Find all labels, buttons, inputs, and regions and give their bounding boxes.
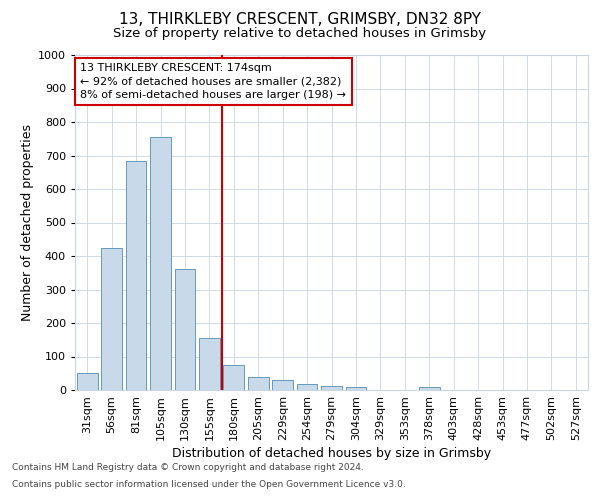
Bar xyxy=(346,388,367,390)
Bar xyxy=(150,137,171,390)
Bar xyxy=(248,376,269,390)
Bar xyxy=(199,338,220,390)
Bar xyxy=(223,365,244,390)
X-axis label: Distribution of detached houses by size in Grimsby: Distribution of detached houses by size … xyxy=(172,447,491,460)
Bar xyxy=(125,160,146,390)
Text: 13 THIRKLEBY CRESCENT: 174sqm
← 92% of detached houses are smaller (2,382)
8% of: 13 THIRKLEBY CRESCENT: 174sqm ← 92% of d… xyxy=(80,64,346,100)
Bar xyxy=(175,270,196,390)
Text: 13, THIRKLEBY CRESCENT, GRIMSBY, DN32 8PY: 13, THIRKLEBY CRESCENT, GRIMSBY, DN32 8P… xyxy=(119,12,481,28)
Text: Size of property relative to detached houses in Grimsby: Size of property relative to detached ho… xyxy=(113,28,487,40)
Bar xyxy=(321,386,342,390)
Y-axis label: Number of detached properties: Number of detached properties xyxy=(21,124,34,321)
Text: Contains public sector information licensed under the Open Government Licence v3: Contains public sector information licen… xyxy=(12,480,406,489)
Bar xyxy=(272,380,293,390)
Bar xyxy=(419,388,440,390)
Text: Contains HM Land Registry data © Crown copyright and database right 2024.: Contains HM Land Registry data © Crown c… xyxy=(12,462,364,471)
Bar xyxy=(77,373,98,390)
Bar xyxy=(296,384,317,390)
Bar xyxy=(101,248,122,390)
